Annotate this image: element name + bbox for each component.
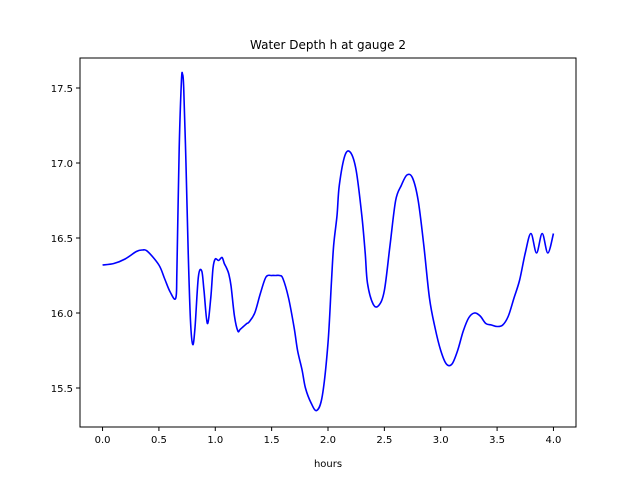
- x-axis-label: hours: [314, 459, 342, 470]
- x-tick-label: 3.0: [433, 435, 449, 446]
- y-tick-label: 16.0: [51, 309, 73, 320]
- x-tick-label: 2.0: [320, 435, 336, 446]
- x-tick-label: 2.5: [376, 435, 392, 446]
- x-tick-label: 0.0: [95, 435, 111, 446]
- y-tick-label: 16.5: [51, 234, 73, 245]
- x-tick-label: 4.0: [546, 435, 562, 446]
- x-tick-label: 3.5: [489, 435, 505, 446]
- y-tick-label: 17.5: [51, 84, 73, 95]
- y-tick-label: 15.5: [51, 384, 73, 395]
- x-axis-ticks: 0.0 0.5 1.0 1.5 2.0 2.5 3.0 3.5 4.0: [95, 427, 562, 446]
- x-tick-label: 1.5: [264, 435, 280, 446]
- x-tick-label: 1.0: [207, 435, 223, 446]
- y-tick-label: 17.0: [51, 159, 73, 170]
- x-tick-label: 0.5: [151, 435, 167, 446]
- chart-title: Water Depth h at gauge 2: [250, 38, 406, 52]
- plot-area: [102, 71, 555, 412]
- data-line-series: [102, 71, 555, 412]
- y-axis-ticks: 15.5 16.0 16.5 17.0 17.5: [51, 84, 80, 395]
